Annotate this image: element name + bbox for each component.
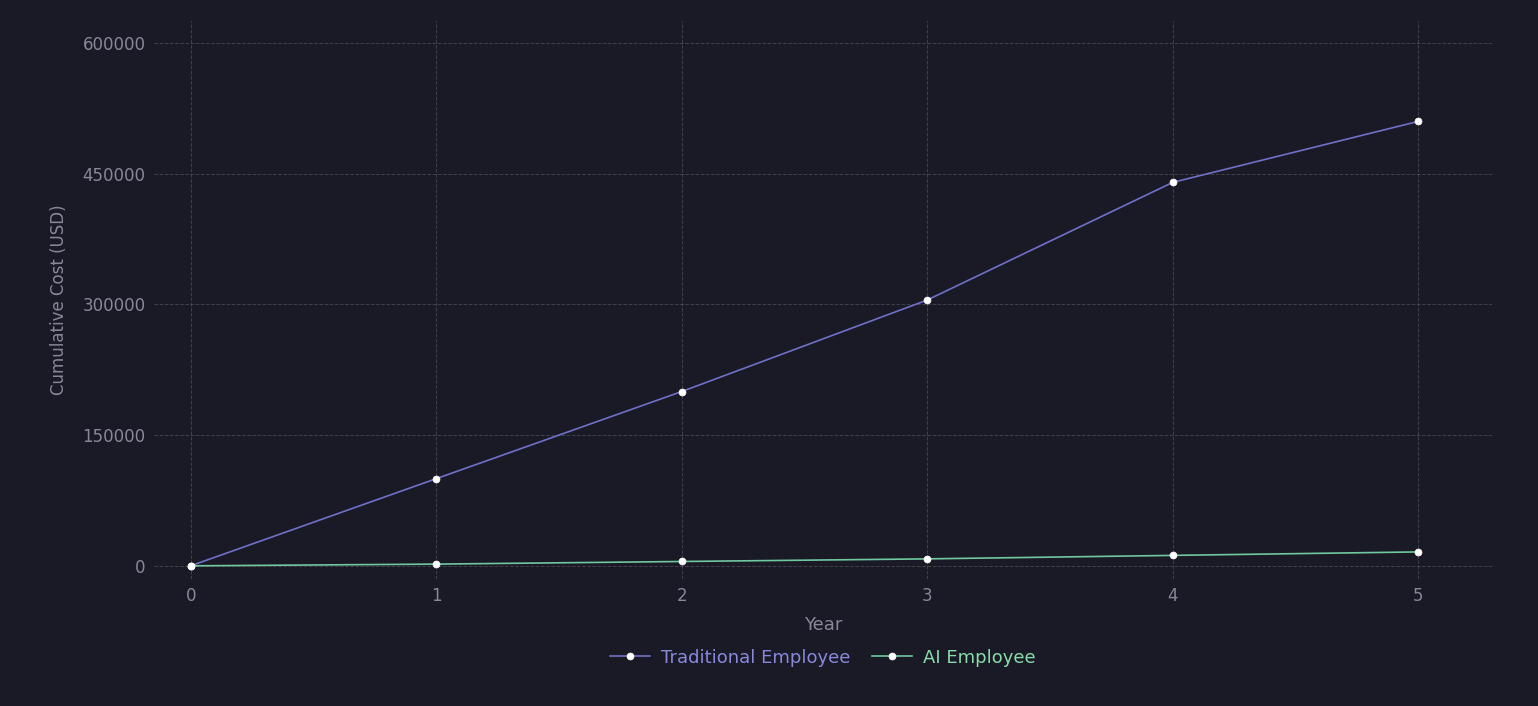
Legend: Traditional Employee, AI Employee: Traditional Employee, AI Employee	[601, 640, 1044, 676]
AI Employee	[672, 557, 691, 566]
Traditional Employee	[1409, 117, 1427, 126]
X-axis label: Year: Year	[804, 616, 841, 635]
Line: Traditional Employee: Traditional Employee	[188, 118, 1421, 569]
Traditional Employee	[181, 561, 200, 570]
Traditional Employee	[672, 388, 691, 396]
Y-axis label: Cumulative Cost (USD): Cumulative Cost (USD)	[51, 205, 69, 395]
Traditional Employee	[1163, 178, 1181, 186]
Line: AI Employee: AI Employee	[188, 549, 1421, 569]
Traditional Employee	[918, 296, 937, 304]
AI Employee	[428, 560, 446, 568]
AI Employee	[1163, 551, 1181, 560]
AI Employee	[918, 555, 937, 563]
AI Employee	[181, 561, 200, 570]
Traditional Employee	[428, 474, 446, 483]
AI Employee	[1409, 548, 1427, 556]
